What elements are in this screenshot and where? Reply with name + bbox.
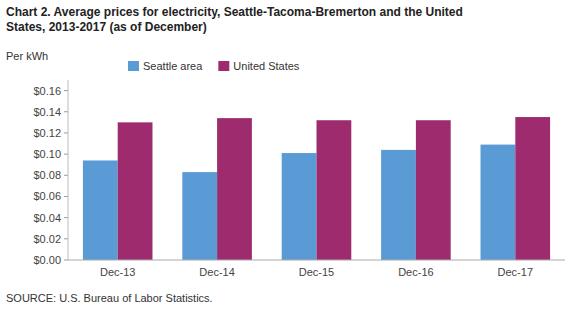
- y-tick: [64, 260, 68, 261]
- bar: [282, 153, 317, 260]
- bar: [317, 120, 352, 260]
- bars: [83, 117, 550, 260]
- bar: [118, 122, 153, 260]
- y-tick: [64, 154, 68, 155]
- y-tick-label: $0.16: [33, 85, 61, 97]
- title-line: Chart 2. Average prices for electricity,…: [6, 5, 463, 19]
- y-tick: [64, 175, 68, 176]
- y-axis-line: [68, 80, 69, 260]
- bar: [481, 145, 516, 260]
- title: Chart 2. Average prices for electricity,…: [6, 5, 463, 34]
- y-tick-label: $0.02: [33, 233, 61, 245]
- bar: [182, 172, 217, 260]
- y-tick-label: $0.14: [33, 106, 61, 118]
- x-tick-label: Dec-14: [199, 266, 234, 278]
- legend-swatch: [128, 61, 139, 71]
- title-line: States, 2013-2017 (as of December): [6, 20, 207, 34]
- y-tick-label: $0.12: [33, 127, 61, 139]
- legend-swatch: [218, 61, 229, 71]
- bar: [381, 150, 416, 260]
- y-tick: [64, 238, 68, 239]
- bar: [217, 118, 252, 260]
- bar: [83, 160, 118, 260]
- legend-entry: Seattle area: [143, 60, 203, 72]
- source: SOURCE: U.S. Bureau of Labor Statistics.: [6, 292, 213, 304]
- y-tick-label: $0.08: [33, 169, 61, 181]
- y-tick: [64, 132, 68, 133]
- y-tick-label: $0.00: [33, 254, 61, 266]
- y-tick: [64, 196, 68, 197]
- y-tick: [64, 217, 68, 218]
- x-tick-label: Dec-13: [100, 266, 135, 278]
- x-tick-label: Dec-17: [498, 266, 533, 278]
- x-axis-line: [68, 260, 565, 261]
- y-tick: [64, 90, 68, 91]
- bar: [515, 117, 550, 260]
- x-tick-label: Dec-15: [299, 266, 334, 278]
- y-tick-label: $0.10: [33, 148, 61, 160]
- x-tick-label: Dec-16: [398, 266, 433, 278]
- y-tick-label: $0.04: [33, 212, 61, 224]
- legend-entry: United States: [233, 60, 300, 72]
- y-axis-label: Per kWh: [6, 50, 48, 62]
- chart: Chart 2. Average prices for electricity,…: [0, 0, 579, 310]
- y-tick-label: $0.06: [33, 190, 61, 202]
- bar: [416, 120, 451, 260]
- y-tick: [64, 111, 68, 112]
